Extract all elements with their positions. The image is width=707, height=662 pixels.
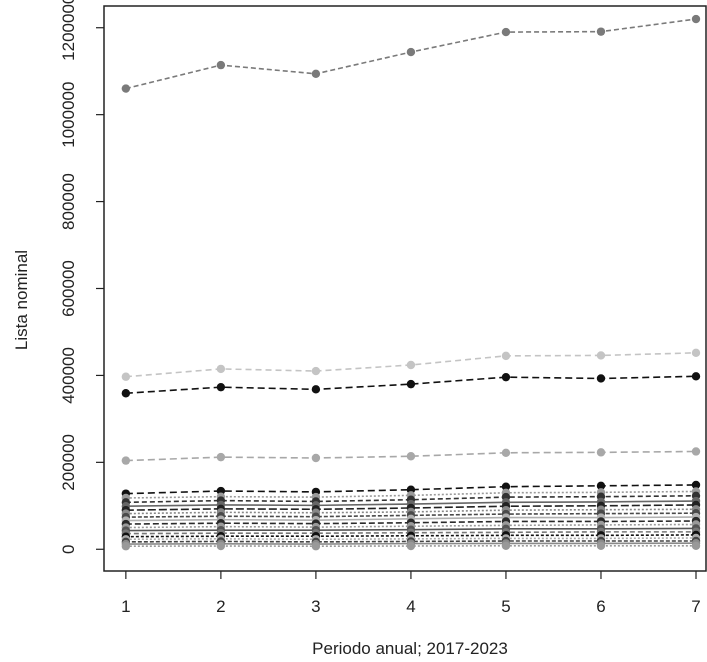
- data-point: [501, 482, 511, 491]
- plot-area: [121, 14, 701, 551]
- data-point: [406, 452, 416, 461]
- data-point: [406, 379, 416, 389]
- x-axis: 1 2 3 4 5 6 7: [121, 571, 701, 616]
- data-point: [216, 364, 226, 374]
- x-tick-label: 2: [216, 597, 225, 616]
- data-point: [216, 60, 226, 70]
- data-point: [121, 389, 131, 398]
- y-axis: 0 200000 400000 600000 800000 1000000 1200000: [59, 0, 104, 554]
- y-tick-label: 1000000: [59, 82, 78, 148]
- data-point: [501, 541, 511, 550]
- data-point: [691, 14, 701, 24]
- data-point: [596, 374, 606, 383]
- data-point: [596, 541, 606, 550]
- data-point: [691, 348, 701, 358]
- data-point: [596, 481, 606, 491]
- data-point: [596, 27, 606, 36]
- x-tick-label: 1: [121, 597, 130, 616]
- data-point: [311, 385, 321, 394]
- data-point: [311, 366, 321, 376]
- data-point: [691, 372, 701, 381]
- data-point: [216, 452, 226, 462]
- y-tick-label: 400000: [59, 347, 78, 404]
- x-tick-label: 4: [406, 597, 415, 616]
- x-tick-label: 3: [311, 597, 320, 616]
- data-point: [311, 453, 321, 463]
- x-tick-label: 7: [691, 597, 700, 616]
- data-point: [216, 541, 226, 551]
- data-point: [216, 382, 226, 392]
- data-point: [121, 456, 131, 465]
- data-point: [311, 542, 321, 551]
- data-point: [406, 541, 416, 551]
- data-point: [501, 27, 511, 37]
- data-point: [406, 47, 416, 57]
- y-tick-label: 0: [59, 545, 78, 554]
- data-point: [501, 372, 511, 382]
- y-axis-title: Lista nominal: [12, 250, 31, 350]
- data-point: [501, 448, 511, 457]
- data-point: [501, 351, 511, 361]
- data-point: [691, 480, 701, 490]
- y-tick-label: 800000: [59, 173, 78, 230]
- y-tick-label: 600000: [59, 260, 78, 317]
- y-tick-label: 1200000: [59, 0, 78, 61]
- data-point: [406, 360, 416, 370]
- data-point: [121, 542, 131, 551]
- data-point: [691, 541, 701, 550]
- x-tick-label: 6: [596, 597, 605, 616]
- data-point: [121, 84, 131, 93]
- data-point: [121, 372, 131, 381]
- x-tick-label: 5: [501, 597, 510, 616]
- data-point: [691, 447, 701, 456]
- y-tick-label: 200000: [59, 434, 78, 491]
- data-point: [596, 448, 606, 457]
- data-point: [596, 351, 606, 360]
- data-point: [311, 69, 321, 79]
- x-axis-title: Periodo anual; 2017-2023: [312, 639, 508, 658]
